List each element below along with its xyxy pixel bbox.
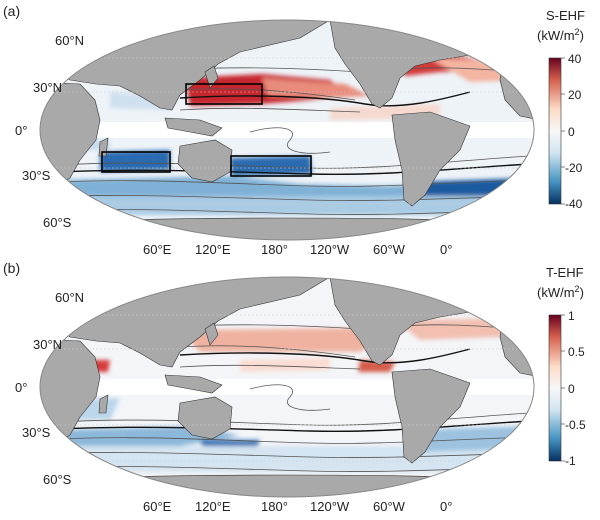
lat-label-60s: 60°S bbox=[43, 215, 72, 230]
madagascar bbox=[98, 394, 109, 414]
panel-b-map bbox=[40, 277, 534, 497]
sea-level-contours bbox=[59, 67, 531, 215]
cb-a-tick-1: 20 bbox=[568, 88, 582, 102]
sea-level-contours bbox=[59, 324, 531, 472]
south-america bbox=[391, 368, 471, 464]
cb-b-tick-2: 0 bbox=[568, 382, 575, 396]
cb-a-tick-0: 40 bbox=[568, 52, 582, 66]
lon-label-180: 180° bbox=[261, 242, 288, 257]
colorbar-b-title: T-EHF bbox=[546, 265, 584, 280]
lon-label-120e: 120°E bbox=[195, 242, 231, 257]
lat-label-eq: 0° bbox=[15, 123, 27, 138]
lat-label-60n: 60°N bbox=[55, 33, 84, 48]
lat-label-30n: 30°N bbox=[33, 80, 62, 95]
panel-b-label: (b) bbox=[3, 260, 20, 276]
panel-b: (b) bbox=[3, 260, 586, 514]
panel-a-map bbox=[40, 20, 534, 240]
cb-a-tick-2: 0 bbox=[568, 125, 575, 139]
japan bbox=[204, 65, 219, 89]
colorbar-a-units: (kW/m2) bbox=[537, 27, 584, 43]
lon-label-0: 0° bbox=[440, 499, 452, 514]
greenland bbox=[444, 277, 506, 298]
colorbar-a bbox=[548, 57, 562, 205]
lon-label-120e: 120°E bbox=[195, 499, 231, 514]
graticule bbox=[40, 57, 534, 205]
lon-label-60e: 60°E bbox=[143, 242, 172, 257]
cb-b-tick-1: 0.5 bbox=[568, 345, 585, 359]
lon-label-0: 0° bbox=[440, 242, 452, 257]
lon-label-60e: 60°E bbox=[143, 499, 172, 514]
panel-a: (a) bbox=[3, 3, 585, 257]
lon-label-60w: 60°W bbox=[373, 242, 406, 257]
region-boxes bbox=[101, 83, 312, 177]
lat-label-30n: 30°N bbox=[33, 337, 62, 352]
colorbar-a-title: S-EHF bbox=[546, 8, 585, 23]
east-australian-box bbox=[230, 155, 312, 177]
lat-label-30s: 30°S bbox=[22, 168, 51, 183]
kuroshio-box bbox=[185, 83, 263, 105]
agulhas-box bbox=[101, 151, 171, 173]
south-america bbox=[391, 111, 471, 207]
cb-a-tick-3: -20 bbox=[565, 161, 583, 175]
australia bbox=[177, 396, 233, 440]
maritime-continent bbox=[164, 374, 223, 394]
colorbar-b bbox=[548, 314, 562, 462]
japan bbox=[204, 322, 219, 346]
thick-contours bbox=[59, 348, 531, 432]
lat-label-60n: 60°N bbox=[55, 290, 84, 305]
antarctica bbox=[40, 474, 534, 497]
cb-b-tick-4: -1 bbox=[565, 454, 576, 468]
lat-label-eq: 0° bbox=[15, 380, 27, 395]
greenland bbox=[444, 20, 506, 41]
maritime-continent bbox=[164, 117, 223, 137]
cb-b-tick-0: 1 bbox=[568, 309, 575, 323]
cb-b-tick-3: -0.5 bbox=[565, 418, 586, 432]
lon-label-60w: 60°W bbox=[373, 499, 406, 514]
panel-a-label: (a) bbox=[3, 3, 20, 19]
lon-label-120w: 120°W bbox=[310, 242, 350, 257]
thick-contours bbox=[59, 91, 531, 175]
antarctica bbox=[40, 217, 534, 240]
colorbar-b-units: (kW/m2) bbox=[537, 284, 584, 300]
lat-label-30s: 30°S bbox=[22, 425, 51, 440]
map-outline bbox=[39, 276, 535, 498]
graticule bbox=[40, 314, 534, 462]
map-outline bbox=[39, 19, 535, 241]
australia bbox=[177, 139, 233, 183]
lat-label-60s: 60°S bbox=[43, 472, 72, 487]
lon-label-120w: 120°W bbox=[310, 499, 350, 514]
cb-a-tick-4: -40 bbox=[565, 197, 583, 211]
lon-label-180: 180° bbox=[261, 499, 288, 514]
